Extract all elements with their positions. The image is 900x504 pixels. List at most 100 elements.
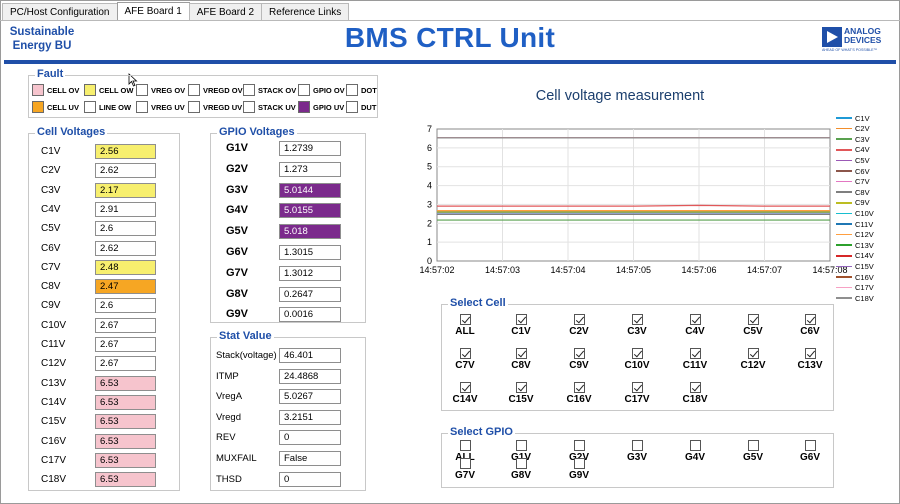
select-gpio-group: Select GPIO: [441, 426, 834, 488]
select_cell-c12v-checkbox[interactable]: C12V: [733, 348, 773, 371]
cell-voltage-c14v-field[interactable]: 6.53: [95, 394, 156, 410]
select_gpio-g1v-checkbox[interactable]: G1V: [501, 440, 541, 463]
select_cell-c13v-checkbox[interactable]: C13V: [790, 348, 830, 371]
checkbox-box[interactable]: [573, 314, 585, 325]
select_gpio-g3v-checkbox[interactable]: G3V: [617, 440, 657, 463]
stat-vregd-field[interactable]: 3.2151: [279, 409, 341, 425]
cell-voltage-c5v-field[interactable]: 2.6: [95, 221, 156, 237]
cell-voltage-c18v-field[interactable]: 6.53: [95, 472, 156, 488]
checkbox-box[interactable]: [573, 458, 585, 469]
gpio-voltage-g7v-field[interactable]: 1.3012: [279, 265, 341, 281]
cell-voltage-c6v-field[interactable]: 2.62: [95, 240, 156, 256]
select_cell-c18v-checkbox[interactable]: C18V: [675, 382, 715, 405]
checkbox-box[interactable]: [573, 382, 585, 393]
gpio-voltage-g2v-field[interactable]: 1.273: [279, 161, 341, 177]
cell-voltage-c7v-field[interactable]: 2.48: [95, 259, 156, 275]
checkbox-box[interactable]: [515, 440, 527, 451]
checkbox-box[interactable]: [631, 440, 643, 451]
checkbox-box[interactable]: [747, 314, 759, 325]
cell-voltage-c16v-field[interactable]: 6.53: [95, 433, 156, 449]
cell-voltage-c9v-field[interactable]: 2.6: [95, 298, 156, 314]
cell-voltage-c10v-field[interactable]: 2.67: [95, 317, 156, 333]
select_cell-c9v-checkbox[interactable]: C9V: [559, 348, 599, 371]
checkbox-box[interactable]: [747, 440, 759, 451]
checkbox-box[interactable]: [631, 314, 643, 325]
legend-swatch: [836, 117, 852, 119]
select_cell-c14v-checkbox[interactable]: C14V: [445, 382, 485, 405]
select_cell-c17v-checkbox[interactable]: C17V: [617, 382, 657, 405]
checkbox-box[interactable]: [689, 382, 701, 393]
select_cell-c4v-checkbox[interactable]: C4V: [675, 314, 715, 337]
gpio-voltage-g6v-field[interactable]: 1.3015: [279, 245, 341, 260]
cell-voltage-c1v-field[interactable]: 2.56: [95, 144, 156, 159]
legend-swatch: [836, 265, 852, 268]
checkbox-box[interactable]: [573, 348, 585, 359]
gpio-voltage-g9v-field[interactable]: 0.0016: [279, 307, 341, 323]
stat-itmp-field[interactable]: 24.4868: [279, 368, 341, 384]
tab-afe-board-1[interactable]: AFE Board 1: [116, 2, 190, 21]
stat-vrega-field[interactable]: 5.0267: [279, 389, 341, 405]
cell-voltage-c2v-field[interactable]: 2.62: [95, 163, 156, 179]
checkbox-box[interactable]: [804, 314, 816, 325]
select_gpio-g5v-checkbox[interactable]: G5V: [733, 440, 773, 463]
checkbox-box[interactable]: [689, 348, 701, 359]
select_cell-c10v-checkbox[interactable]: C10V: [617, 348, 657, 371]
cell-voltage-c17v-field[interactable]: 6.53: [95, 452, 156, 468]
select_cell-c6v-checkbox[interactable]: C6V: [790, 314, 830, 337]
checkbox-box[interactable]: [459, 458, 471, 469]
checkbox-box[interactable]: [459, 382, 471, 393]
select_gpio-g7v-checkbox[interactable]: G7V: [445, 458, 485, 481]
checkbox-box[interactable]: [747, 348, 759, 359]
select_cell-c1v-checkbox[interactable]: C1V: [501, 314, 541, 337]
stat-stack-voltage-field[interactable]: 46.401: [279, 348, 341, 363]
select_gpio-g8v-checkbox[interactable]: G8V: [501, 458, 541, 481]
checkbox-box[interactable]: [631, 348, 643, 359]
select_cell-c11v-checkbox[interactable]: C11V: [675, 348, 715, 371]
checkbox-box[interactable]: [689, 440, 701, 451]
select_cell-c15v-checkbox[interactable]: C15V: [501, 382, 541, 405]
cell-voltage-c3v-field[interactable]: 2.17: [95, 182, 156, 198]
tab-reference-links[interactable]: Reference Links: [261, 3, 350, 21]
checkbox-box[interactable]: [459, 348, 471, 359]
gpio-voltage-g5v-field[interactable]: 5.018: [279, 224, 341, 240]
cell-voltage-c12v-field[interactable]: 2.67: [95, 356, 156, 372]
select_gpio-g9v-checkbox[interactable]: G9V: [559, 458, 599, 481]
gpio-voltage-g4v-field[interactable]: 5.0155: [279, 203, 341, 219]
fault-label: DUT: [361, 102, 377, 112]
tab-afe-board-2[interactable]: AFE Board 2: [188, 3, 263, 21]
cell-voltage-c11v-field[interactable]: 2.67: [95, 337, 156, 352]
checkbox-box[interactable]: [804, 440, 816, 451]
checkbox-box[interactable]: [515, 348, 527, 359]
cell-voltage-c8v-field[interactable]: 2.47: [95, 279, 156, 295]
select_cell-c5v-checkbox[interactable]: C5V: [733, 314, 773, 337]
tab-pc-host-configuration[interactable]: PC/Host Configuration: [2, 3, 118, 21]
stat-muxfail-field[interactable]: False: [279, 451, 341, 466]
select_cell-all-checkbox[interactable]: ALL: [445, 314, 485, 337]
select_gpio-all-checkbox[interactable]: ALL: [445, 440, 485, 463]
stat-rev-field[interactable]: 0: [279, 430, 341, 446]
checkbox-box[interactable]: [515, 382, 527, 393]
checkbox-box[interactable]: [573, 440, 585, 451]
select_cell-c7v-checkbox[interactable]: C7V: [445, 348, 485, 371]
gpio-voltage-g3v-field[interactable]: 5.0144: [279, 182, 341, 198]
select_cell-c3v-checkbox[interactable]: C3V: [617, 314, 657, 337]
gpio-voltage-g1v-field[interactable]: 1.2739: [279, 141, 341, 156]
cell-voltage-c13v-field[interactable]: 6.53: [95, 375, 156, 391]
cell-voltage-c4v-field[interactable]: 2.91: [95, 201, 156, 217]
select_gpio-g2v-checkbox[interactable]: G2V: [559, 440, 599, 463]
gpio-voltage-g8v-field[interactable]: 0.2647: [279, 286, 341, 302]
checkbox-box[interactable]: [631, 382, 643, 393]
checkbox-box[interactable]: [459, 314, 471, 325]
select_cell-c2v-checkbox[interactable]: C2V: [559, 314, 599, 337]
checkbox-box[interactable]: [515, 458, 527, 469]
cell-voltage-c15v-field[interactable]: 6.53: [95, 414, 156, 430]
select_gpio-g6v-checkbox[interactable]: G6V: [790, 440, 830, 463]
checkbox-box[interactable]: [804, 348, 816, 359]
select_cell-c16v-checkbox[interactable]: C16V: [559, 382, 599, 405]
select_cell-c8v-checkbox[interactable]: C8V: [501, 348, 541, 371]
checkbox-box[interactable]: [515, 314, 527, 325]
checkbox-box[interactable]: [689, 314, 701, 325]
select_gpio-g4v-checkbox[interactable]: G4V: [675, 440, 715, 463]
checkbox-box[interactable]: [459, 440, 471, 451]
stat-thsd-field[interactable]: 0: [279, 471, 341, 487]
